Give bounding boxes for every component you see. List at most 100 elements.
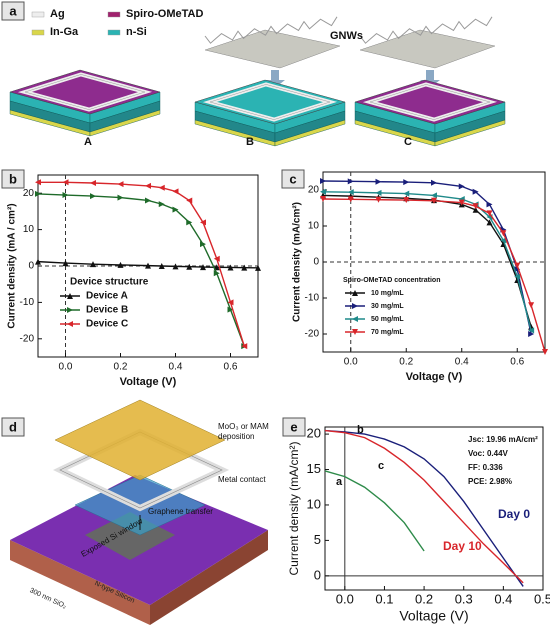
panel-label-box [1,169,25,189]
y-tick-label: -20 [20,333,35,344]
diagram-label: 300 nm SiO₂ [28,587,67,610]
x-axis-label: Voltage (V) [120,376,177,388]
device-label: C [404,136,412,148]
panel-labels: a b c d e [1,1,306,437]
y-tick-label: 15 [307,461,321,476]
legend-label: 10 mg/mL [371,290,404,297]
x-tick-label: 0.2 [415,591,433,606]
legend-label: 30 mg/mL [371,303,404,310]
legend-swatch [31,11,45,18]
y-axis-label: Current density (mA / cm²) [7,203,18,328]
y-tick-label: 10 [23,224,35,235]
annotation: FF: 0.336 [468,463,503,472]
diagram-label: Metal contact [218,475,266,484]
x-tick-label: 0.0 [344,357,358,368]
panel-label: a [9,3,17,18]
slab-side [434,119,506,147]
legend-swatch [31,29,45,36]
x-tick-label: 0.2 [114,362,128,373]
annotation: Voc: 0.44V [468,449,509,458]
y-tick-label: -20 [305,329,320,340]
panel-label-box [282,417,306,437]
series-line [322,180,532,335]
y-tick-label: 20 [23,188,35,199]
series-line [38,181,245,347]
legend-label: Device C [86,319,128,330]
device-label: B [246,136,254,148]
y-tick-label: 0 [28,261,34,272]
legend-swatch [107,11,121,18]
charts: 0.0 0.2 0.4 0.6 -20 -10 0 10 20 Voltage (V) Curren… [7,171,550,624]
legend-marker [67,321,73,327]
x-tick-label: 0.5 [534,591,550,606]
legend-label: Device B [86,305,128,316]
annotation: b [357,424,364,436]
x-axis-label: Voltage (V) [399,608,468,624]
legend-marker [352,316,358,322]
legend-swatch [107,29,121,36]
annotation: c [378,460,384,472]
x-tick-label: 0.6 [224,362,238,373]
slab-top [354,79,506,125]
legend-marker [67,307,73,313]
x-tick-label: 0.3 [455,591,473,606]
y-axis-label: Current density (mA/cm²) [292,202,303,322]
x-tick-label: 0.1 [375,591,393,606]
gnw-label: GNWs [330,30,363,42]
gnw-peaks [359,16,493,44]
legend-label: In-Ga [50,26,79,38]
substrate-side [150,530,268,625]
diagram-a: Ag Spiro-OMeTAD In-Ga n-Si GNWs A B C [9,8,506,148]
y-tick-label: 20 [308,185,320,196]
ag-frame-edge [369,84,491,120]
x-tick-label: 0.0 [59,362,73,373]
gnw-peaks [204,16,338,44]
series-line [322,198,546,353]
legend-marker [352,329,358,335]
diagram-label: Graphene transfer [148,507,213,516]
moo3-layer [54,399,226,481]
legend-marker [352,290,358,296]
legend-marker [67,293,73,299]
legend-label: Spiro-OMeTAD [126,8,203,20]
y-tick-label: -10 [20,297,35,308]
annotation: Day 0 [498,507,530,521]
device-label: A [84,136,92,148]
y-tick-label: -10 [305,293,320,304]
substrate-side [10,540,150,625]
slab-top [194,79,346,125]
legend-title: Device structure [70,277,149,288]
annotation: Day 10 [443,539,482,553]
series-line [324,429,524,584]
series-line [324,429,524,587]
y-axis-label: Current density (mA/cm²) [287,441,301,575]
y-tick-label: 0 [314,567,321,582]
y-tick-label: 20 [307,426,321,441]
legend-title: Spiro-OMeTAD concentration [343,277,440,284]
annotation: PCE: 2.98% [468,477,512,486]
legend-label: Ag [50,8,65,20]
panel-label-box [281,169,305,189]
panel-label: c [289,171,296,186]
x-axis-label: Voltage (V) [406,371,463,383]
x-tick-label: 0.4 [169,362,183,373]
annotation: Jsc: 19.96 mA/cm² [468,435,538,444]
y-tick-label: 0 [313,257,319,268]
diagram-d: MoO₃ or MAM depositionMoO₃ or MAMdeposit… [10,399,269,625]
series-line [324,470,425,552]
x-tick-label: 0.2 [399,357,413,368]
slab-side [274,119,346,147]
annotation: a [336,476,343,488]
panel-label-box [1,1,25,21]
ag-frame-edge [24,74,146,110]
ag-frame-edge [209,84,331,120]
x-tick-label: 0.4 [494,591,512,606]
diagram-label: MoO₃ or MAM [218,422,269,431]
panel-label: e [290,419,297,434]
y-tick-label: 5 [314,532,321,547]
slab-top [9,69,161,115]
y-tick-label: 10 [308,221,320,232]
legend-label: Device A [86,291,128,302]
x-tick-label: 0.4 [455,357,469,368]
